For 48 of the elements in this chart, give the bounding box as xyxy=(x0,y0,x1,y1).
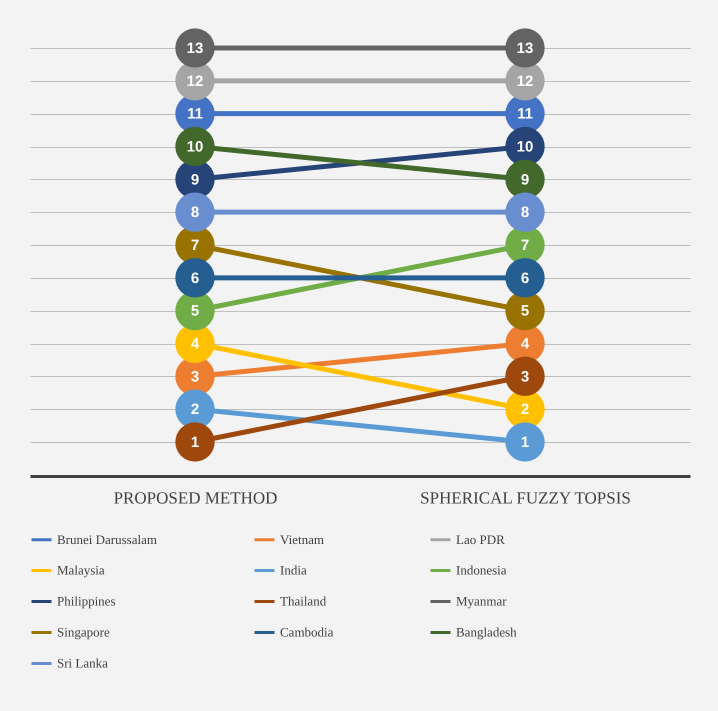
data-label: 11 xyxy=(517,106,533,123)
point xyxy=(175,192,215,232)
data-label: 5 xyxy=(520,302,530,320)
data-label: 7 xyxy=(190,237,200,254)
point xyxy=(505,258,545,298)
legend-label: Singapore xyxy=(57,624,110,640)
data-label: 10 xyxy=(516,138,534,156)
data-label: 3 xyxy=(190,368,200,386)
data-label: 8 xyxy=(520,204,530,222)
legend-label: Lao PDR xyxy=(456,532,506,547)
data-label: 7 xyxy=(520,237,530,254)
legend-label: Malaysia xyxy=(57,562,105,578)
data-label: 2 xyxy=(190,401,200,418)
point xyxy=(505,422,545,462)
data-label: 6 xyxy=(190,270,200,287)
legend-label: Cambodia xyxy=(280,624,334,640)
legend-label: Thailand xyxy=(280,594,327,608)
data-label: 13 xyxy=(516,40,534,57)
data-label: 13 xyxy=(186,40,204,57)
legend-label: Bangladesh xyxy=(456,624,518,640)
data-label: 6 xyxy=(520,270,530,287)
x-tick-label: PROPOSED METHOD xyxy=(114,488,278,508)
data-label: 1 xyxy=(520,434,530,451)
data-label: 2 xyxy=(520,401,530,418)
data-label: 10 xyxy=(186,138,204,156)
data-label: 1 xyxy=(190,434,200,451)
legend-label: Vietnam xyxy=(280,532,324,547)
legend-label: Brunei Darussalam xyxy=(57,532,158,547)
data-label: 11 xyxy=(187,106,203,123)
legend-label: Philippines xyxy=(57,594,116,608)
data-label: 9 xyxy=(190,171,200,188)
legend-label: Indonesia xyxy=(456,562,507,578)
data-label: 4 xyxy=(520,336,530,352)
data-label: 5 xyxy=(190,302,200,320)
legend-label: Sri Lanka xyxy=(57,656,108,670)
point xyxy=(175,422,215,462)
data-label: 8 xyxy=(190,204,200,222)
legend-label: Myanmar xyxy=(456,594,508,608)
data-label: 4 xyxy=(190,336,200,352)
data-label: 12 xyxy=(516,72,534,90)
data-label: 9 xyxy=(520,171,530,188)
point xyxy=(175,258,215,298)
point xyxy=(505,356,545,396)
x-tick-label: SPHERICAL FUZZY TOPSIS xyxy=(420,488,631,508)
legend-label: India xyxy=(280,562,307,578)
data-label: 3 xyxy=(520,368,530,386)
point xyxy=(505,192,545,232)
data-label: 12 xyxy=(186,72,204,90)
